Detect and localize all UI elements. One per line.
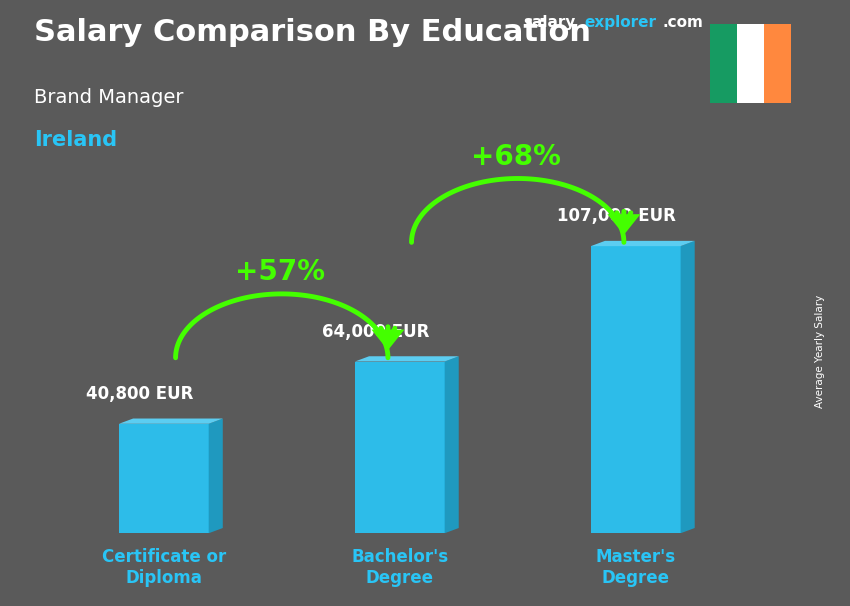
Polygon shape	[371, 330, 405, 350]
Text: .com: .com	[663, 15, 704, 30]
Polygon shape	[445, 356, 459, 533]
Text: Ireland: Ireland	[34, 130, 117, 150]
Bar	[763, 24, 791, 103]
Polygon shape	[591, 241, 694, 246]
Bar	[355, 362, 445, 533]
Polygon shape	[208, 419, 223, 533]
Polygon shape	[355, 356, 459, 362]
Text: 40,800 EUR: 40,800 EUR	[87, 385, 194, 403]
Polygon shape	[608, 214, 640, 235]
Text: Salary Comparison By Education: Salary Comparison By Education	[34, 18, 591, 47]
Text: Certificate or
Diploma: Certificate or Diploma	[102, 548, 226, 587]
Bar	[591, 246, 681, 533]
Text: explorer: explorer	[585, 15, 657, 30]
Text: Brand Manager: Brand Manager	[34, 88, 184, 107]
Polygon shape	[681, 241, 694, 533]
Text: 107,000 EUR: 107,000 EUR	[558, 207, 677, 225]
Text: salary: salary	[523, 15, 575, 30]
Bar	[710, 24, 737, 103]
Bar	[737, 24, 763, 103]
Text: Master's
Degree: Master's Degree	[596, 548, 676, 587]
Text: 64,000 EUR: 64,000 EUR	[322, 323, 430, 341]
Polygon shape	[119, 419, 223, 424]
Text: Average Yearly Salary: Average Yearly Salary	[815, 295, 825, 408]
Bar	[119, 424, 208, 533]
Text: Bachelor's
Degree: Bachelor's Degree	[351, 548, 448, 587]
Text: +57%: +57%	[235, 258, 326, 287]
Text: +68%: +68%	[472, 143, 561, 171]
